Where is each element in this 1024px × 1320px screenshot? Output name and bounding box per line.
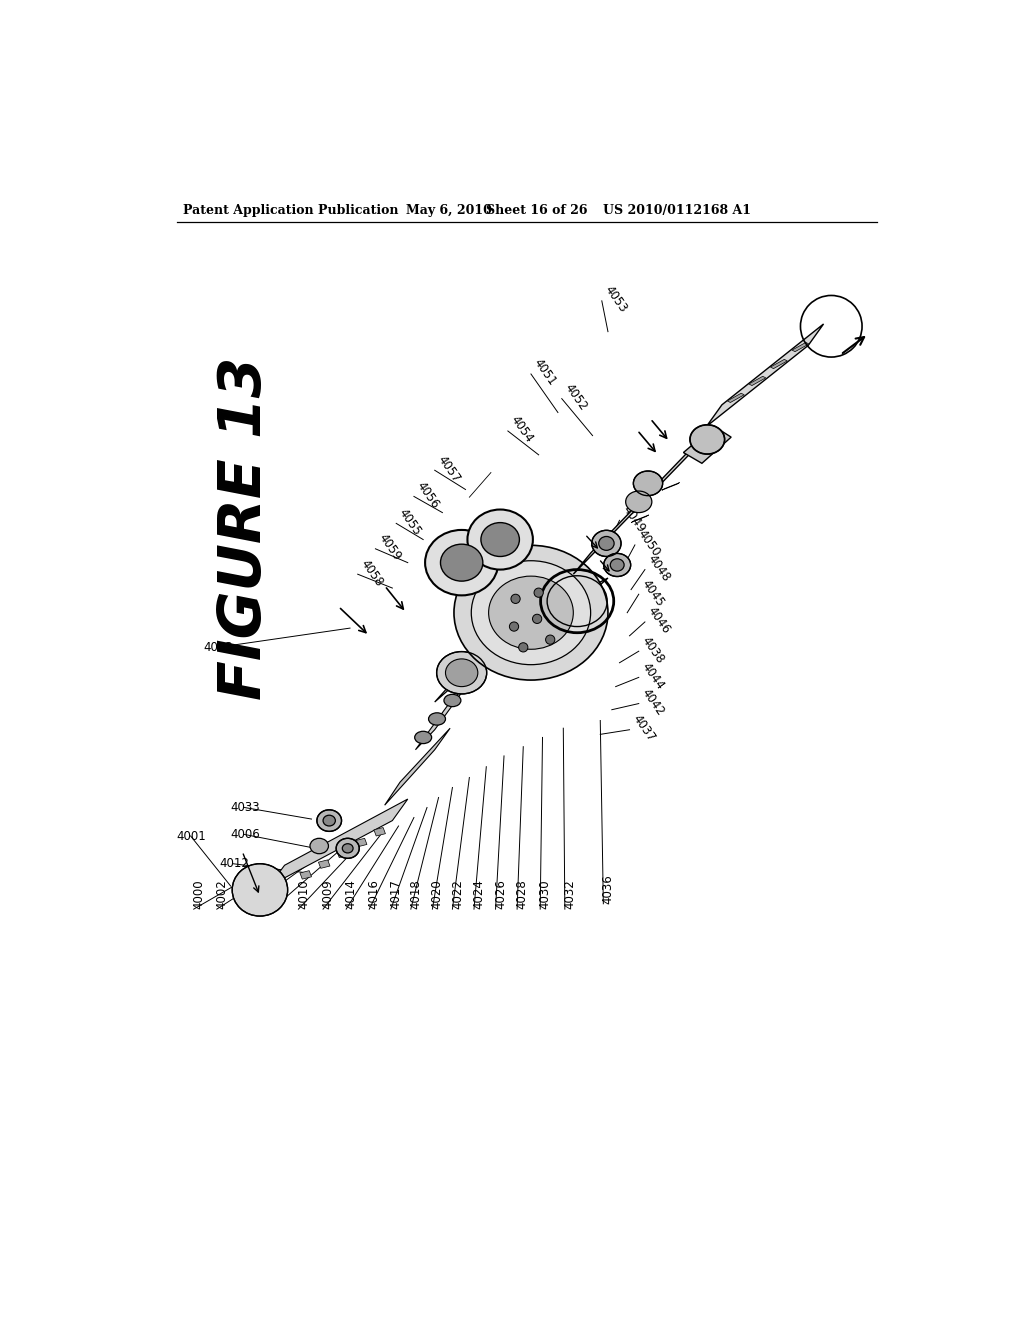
Polygon shape <box>416 682 469 750</box>
Circle shape <box>535 589 544 598</box>
Text: 4030: 4030 <box>539 879 552 909</box>
Ellipse shape <box>316 810 342 832</box>
Polygon shape <box>792 342 809 351</box>
Ellipse shape <box>454 545 608 680</box>
Text: 4058: 4058 <box>357 557 385 589</box>
Ellipse shape <box>444 694 461 706</box>
Ellipse shape <box>425 529 499 595</box>
Ellipse shape <box>310 838 329 854</box>
Text: 4044: 4044 <box>639 660 667 692</box>
Text: 4009: 4009 <box>322 879 335 909</box>
Text: FIGURE 13: FIGURE 13 <box>216 356 273 700</box>
Ellipse shape <box>599 536 614 550</box>
Polygon shape <box>600 548 617 554</box>
Text: Patent Application Publication: Patent Application Publication <box>183 205 398 218</box>
Text: 4049: 4049 <box>620 503 647 535</box>
Text: 4054: 4054 <box>508 413 536 445</box>
Ellipse shape <box>604 553 631 577</box>
Ellipse shape <box>481 523 519 557</box>
Text: 4012: 4012 <box>219 857 249 870</box>
Polygon shape <box>300 871 311 879</box>
Text: 4048: 4048 <box>645 552 673 583</box>
Circle shape <box>511 594 520 603</box>
Ellipse shape <box>690 425 725 454</box>
Polygon shape <box>269 799 408 886</box>
Ellipse shape <box>429 713 445 725</box>
Polygon shape <box>318 859 330 869</box>
Polygon shape <box>749 376 766 385</box>
Polygon shape <box>631 515 649 523</box>
Ellipse shape <box>592 531 621 557</box>
Text: 4038: 4038 <box>639 634 667 665</box>
Text: 4022: 4022 <box>451 879 464 909</box>
Text: Sheet 16 of 26: Sheet 16 of 26 <box>486 205 588 218</box>
Text: 4016: 4016 <box>368 879 381 909</box>
Polygon shape <box>573 429 710 574</box>
Text: 4059: 4059 <box>376 532 403 564</box>
Circle shape <box>509 622 518 631</box>
Circle shape <box>532 614 542 623</box>
Ellipse shape <box>440 544 483 581</box>
Text: 4057: 4057 <box>435 453 463 484</box>
Ellipse shape <box>445 659 478 686</box>
Polygon shape <box>770 359 787 368</box>
Text: 4002: 4002 <box>215 879 228 909</box>
Text: 4001: 4001 <box>177 829 207 842</box>
Text: 4051: 4051 <box>531 356 559 388</box>
Text: 4056: 4056 <box>414 479 441 511</box>
Text: 4053: 4053 <box>602 284 630 315</box>
Text: 4010: 4010 <box>297 879 310 909</box>
Ellipse shape <box>342 843 353 853</box>
Text: 4003: 4003 <box>204 640 233 653</box>
Text: 4028: 4028 <box>515 879 528 909</box>
Text: 4014: 4014 <box>345 879 357 909</box>
Text: 4036: 4036 <box>602 874 614 904</box>
Polygon shape <box>374 828 385 836</box>
Text: 4046: 4046 <box>645 605 673 636</box>
Ellipse shape <box>415 731 432 743</box>
Circle shape <box>546 635 555 644</box>
Text: 4017: 4017 <box>389 879 402 909</box>
Text: 4018: 4018 <box>410 879 422 909</box>
Text: 4032: 4032 <box>563 879 577 909</box>
Ellipse shape <box>488 576 573 649</box>
Ellipse shape <box>323 816 336 826</box>
Polygon shape <box>469 578 608 659</box>
Polygon shape <box>385 729 451 805</box>
Polygon shape <box>662 483 680 490</box>
Text: 4024: 4024 <box>472 879 485 909</box>
Polygon shape <box>435 628 515 702</box>
Polygon shape <box>337 849 348 858</box>
Ellipse shape <box>471 561 591 665</box>
Text: 4052: 4052 <box>562 381 590 413</box>
Text: 4020: 4020 <box>431 879 443 909</box>
Text: 4042: 4042 <box>639 686 667 718</box>
Ellipse shape <box>610 558 625 572</box>
Text: 4026: 4026 <box>494 879 507 909</box>
Polygon shape <box>707 323 823 426</box>
Circle shape <box>518 643 528 652</box>
Text: 4000: 4000 <box>193 879 205 909</box>
Text: 4045: 4045 <box>639 577 667 609</box>
Polygon shape <box>727 393 744 403</box>
Text: 4033: 4033 <box>230 801 260 814</box>
Text: 4037: 4037 <box>630 713 657 744</box>
Ellipse shape <box>436 652 486 694</box>
Text: US 2010/0112168 A1: US 2010/0112168 A1 <box>603 205 752 218</box>
Polygon shape <box>683 426 731 463</box>
Ellipse shape <box>626 491 652 512</box>
Text: 4050: 4050 <box>635 528 663 560</box>
Text: 4055: 4055 <box>396 506 424 537</box>
Ellipse shape <box>467 510 532 570</box>
Text: 4008: 4008 <box>270 879 284 909</box>
Ellipse shape <box>336 838 359 858</box>
Text: May 6, 2010: May 6, 2010 <box>407 205 493 218</box>
Polygon shape <box>355 838 367 847</box>
Text: 4006: 4006 <box>230 828 260 841</box>
Ellipse shape <box>232 863 288 916</box>
Ellipse shape <box>634 471 663 496</box>
Text: 4004: 4004 <box>245 879 257 909</box>
